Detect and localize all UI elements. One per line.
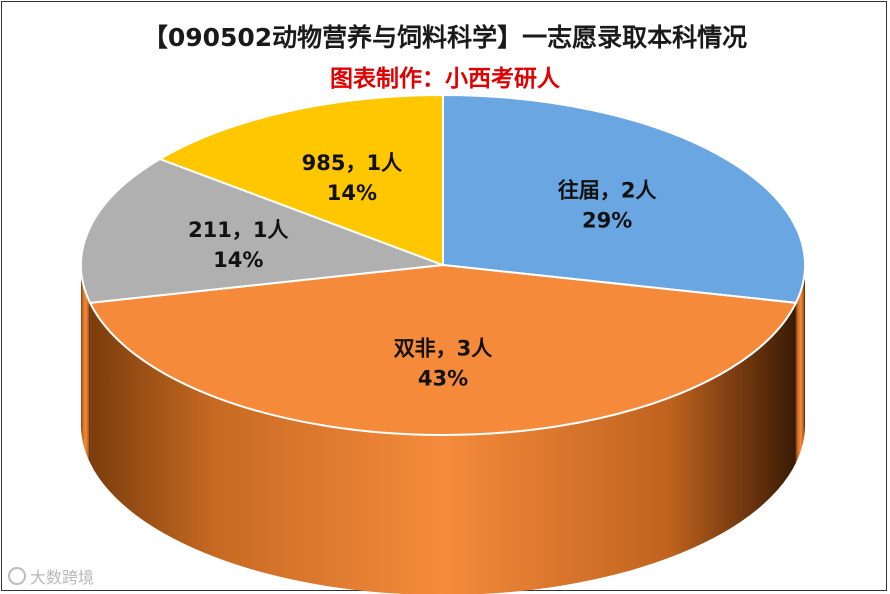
chart-title: 【090502动物营养与饲料科学】一志愿录取本科情况 [142, 23, 748, 52]
slice-label-0: 往届，2人 [558, 179, 657, 203]
watermark-logo-icon [8, 567, 26, 585]
chart-subtitle: 图表制作：小西考研人 [330, 66, 560, 92]
slice-label-3: 985，1人 [302, 151, 402, 175]
slice-label-1: 双非，3人 [394, 336, 493, 360]
watermark: 大数跨境 [8, 564, 94, 588]
pie-side-wall [81, 265, 805, 594]
pie-side-0 [795, 265, 805, 463]
pie-slice-0 [442, 93, 806, 304]
slice-percent-3: 14% [327, 181, 377, 205]
slice-label-2: 211，1人 [188, 218, 288, 242]
slice-percent-1: 43% [418, 366, 468, 390]
pie-slice-3 [157, 93, 444, 267]
pie-slice-2 [80, 157, 444, 304]
pie-slice-1 [88, 263, 798, 437]
slice-percent-2: 14% [213, 248, 263, 272]
pie-side-2 [81, 265, 91, 463]
watermark-text: 大数跨境 [30, 568, 95, 587]
slice-percent-0: 29% [582, 209, 632, 233]
pie-side-1 [90, 302, 796, 594]
